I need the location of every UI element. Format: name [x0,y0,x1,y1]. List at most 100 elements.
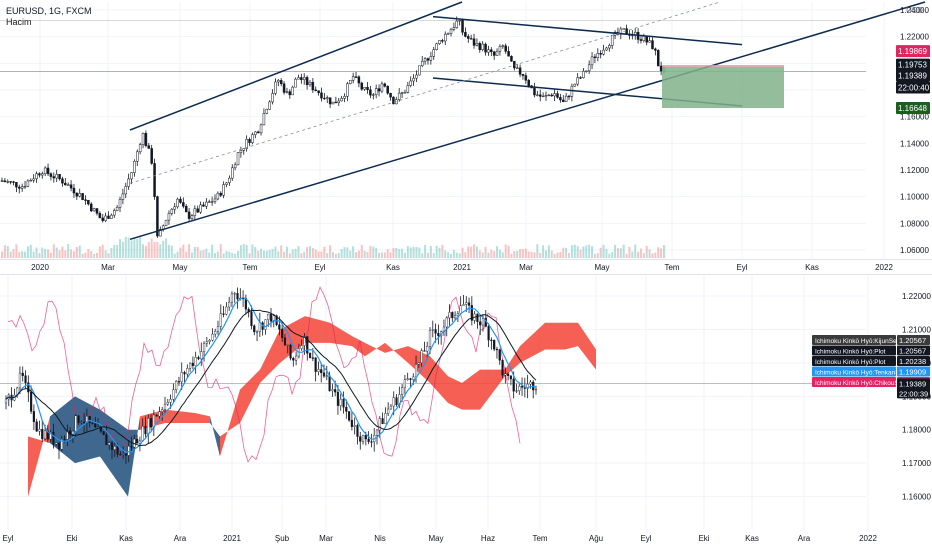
candle-body [213,198,217,202]
volume-bar [401,248,404,258]
x-tick-label: Mar [319,534,333,543]
candle-body [21,372,24,376]
ichimoku-pane[interactable] [4,286,596,497]
volume-bar [317,251,320,258]
volume-bar [605,248,608,258]
candle-body [239,150,243,153]
volume-bar [179,247,182,258]
y-tick-label: 1.22000 [900,33,929,42]
candle-body [492,51,496,56]
candle-body [536,94,539,96]
candle-body [372,94,375,96]
candle-body [490,339,493,342]
candle-body [579,77,582,79]
candle-body [495,348,499,351]
candle-body [256,131,260,134]
candle-body [325,375,328,377]
candle-body [490,49,493,53]
stop-zone [662,65,784,67]
volume-bar [9,251,12,258]
candle-body [259,124,263,134]
candle-body [141,426,144,442]
volume-bar [116,245,119,258]
legend-name-bg [812,366,896,377]
volume-bar [142,244,145,258]
candle-body [556,93,559,98]
candle-body [55,174,58,179]
legend-name-bg [812,377,896,387]
channel-upper-rising [129,1,463,131]
volume-bar [553,253,556,258]
candle-body [375,429,379,436]
volume-label[interactable]: Hacim [6,17,32,27]
volume-bar [478,250,481,258]
candle-body [363,86,366,90]
volume-bar [234,253,237,258]
candle-body [231,167,234,179]
legend-series-value: 1.20238 [899,357,926,366]
candle-body [625,28,628,35]
x-tick-label: Eki [66,534,77,543]
volume-bar [395,247,398,258]
y-tick-label: 1.14000 [900,139,929,148]
candle-body [233,164,237,169]
candle-body [622,28,625,30]
candle-body [350,419,353,427]
y-tick-label: 1.24000 [900,6,929,15]
candle-body [306,336,309,354]
volume-bar [306,247,309,258]
candle-body [348,411,351,421]
candle-body [334,389,337,393]
candle-body [107,215,110,219]
volume-bar [519,249,522,258]
x-tick-label: May [594,263,609,272]
kumo-bear [220,389,240,457]
volume-bar [432,253,435,258]
volume-bar [216,251,219,258]
candle-body [320,92,323,99]
candle-body [484,43,487,53]
candle-body [610,35,614,46]
candle-body [478,43,482,50]
candle-body [210,201,214,203]
volume-bar [608,253,611,258]
volume-bar [366,251,369,258]
candle-body [608,45,611,49]
volume-bar [67,244,70,258]
candle-body [564,95,568,102]
candle-body [175,381,178,390]
candle-body [26,180,30,187]
candle-body [295,355,298,361]
candle-body [426,58,430,61]
candle-body [406,85,410,93]
candle-body [292,358,295,361]
candle-body [378,418,381,431]
candle-body [29,179,33,182]
volume-bar [614,244,617,258]
symbol-title[interactable]: EURUSD, 1G, FXCM [6,6,92,16]
price-pane[interactable] [0,1,926,258]
volume-bar [311,248,314,258]
volume-bar [55,247,58,258]
candle-body [230,293,234,303]
candle-body [136,151,139,162]
candle-body [524,75,528,81]
volume-bar [170,245,173,258]
volume-bar [144,245,147,258]
volume-bar [570,245,573,258]
candle-body [52,176,56,179]
volume-bar [98,246,101,258]
candle-body [465,302,468,305]
legend-series-name: Ichimoku Kinkō Hyō:Plot [815,359,886,366]
candle-body [438,40,441,44]
candle-body [124,453,128,456]
candle-body [49,173,53,177]
candle-body [46,430,49,440]
candle-body [504,373,507,376]
volume-bar [360,244,363,258]
candle-body [255,331,259,333]
candle-body [286,344,289,347]
volume-bar [93,253,96,258]
candle-body [219,313,222,327]
